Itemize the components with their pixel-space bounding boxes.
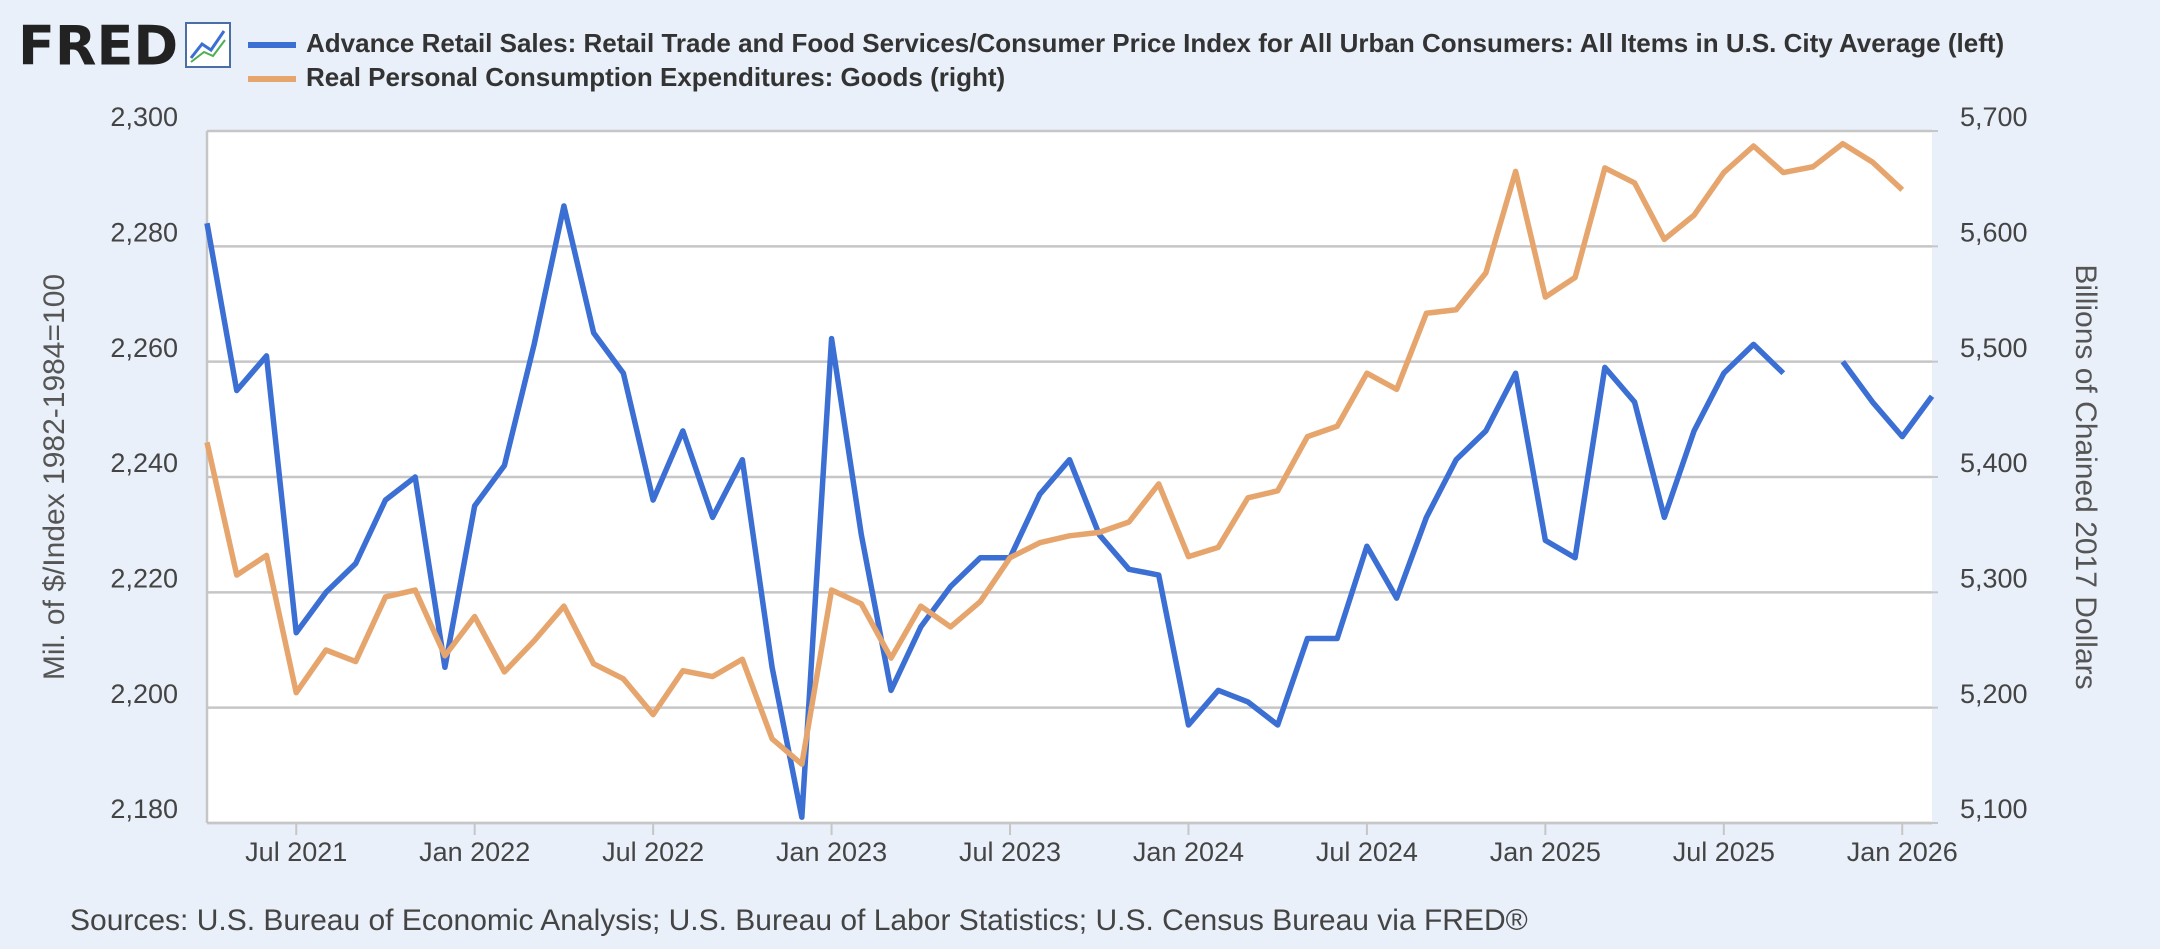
x-tick-label: Jan 2025 xyxy=(1490,837,1601,867)
x-tick-label: Jul 2023 xyxy=(959,837,1061,867)
x-tick-label: Jul 2022 xyxy=(602,837,704,867)
y-tick-label: 2,200 xyxy=(110,679,178,709)
y-tick-label: 2,180 xyxy=(110,794,178,824)
logo-icon xyxy=(185,22,231,68)
y-tick-label: 2,260 xyxy=(110,333,178,363)
y-tick-label: 2,220 xyxy=(110,563,178,593)
y2-tick-label: 5,300 xyxy=(1960,563,2028,593)
x-tick-label: Jul 2021 xyxy=(245,837,347,867)
y2-tick-label: 5,400 xyxy=(1960,448,2028,478)
legend-label: Real Personal Consumption Expenditures: … xyxy=(306,62,1005,92)
x-tick-label: Jan 2026 xyxy=(1847,837,1958,867)
y2-axis-title: Billions of Chained 2017 Dollars xyxy=(2069,264,2102,689)
y2-tick-label: 5,600 xyxy=(1960,217,2028,247)
y2-tick-label: 5,100 xyxy=(1960,794,2028,824)
x-tick-label: Jul 2024 xyxy=(1316,837,1418,867)
y-tick-label: 2,240 xyxy=(110,448,178,478)
x-tick-label: Jan 2023 xyxy=(776,837,887,867)
x-tick-label: Jan 2022 xyxy=(419,837,530,867)
y-tick-label: 2,280 xyxy=(110,217,178,247)
y2-tick-label: 5,500 xyxy=(1960,333,2028,363)
y-tick-label: 2,300 xyxy=(110,102,178,132)
y2-tick-label: 5,200 xyxy=(1960,679,2028,709)
logo: FRED xyxy=(18,15,178,78)
y2-tick-label: 5,700 xyxy=(1960,102,2028,132)
legend-label: Advance Retail Sales: Retail Trade and F… xyxy=(306,28,2004,58)
x-tick-label: Jan 2024 xyxy=(1133,837,1244,867)
y-axis-title: Mil. of $/Index 1982-1984=100 xyxy=(38,274,71,680)
series-line xyxy=(204,203,1935,820)
source-note: Sources: U.S. Bureau of Economic Analysi… xyxy=(70,904,1528,937)
x-tick-label: Jul 2025 xyxy=(1673,837,1775,867)
series-line xyxy=(204,140,1905,767)
